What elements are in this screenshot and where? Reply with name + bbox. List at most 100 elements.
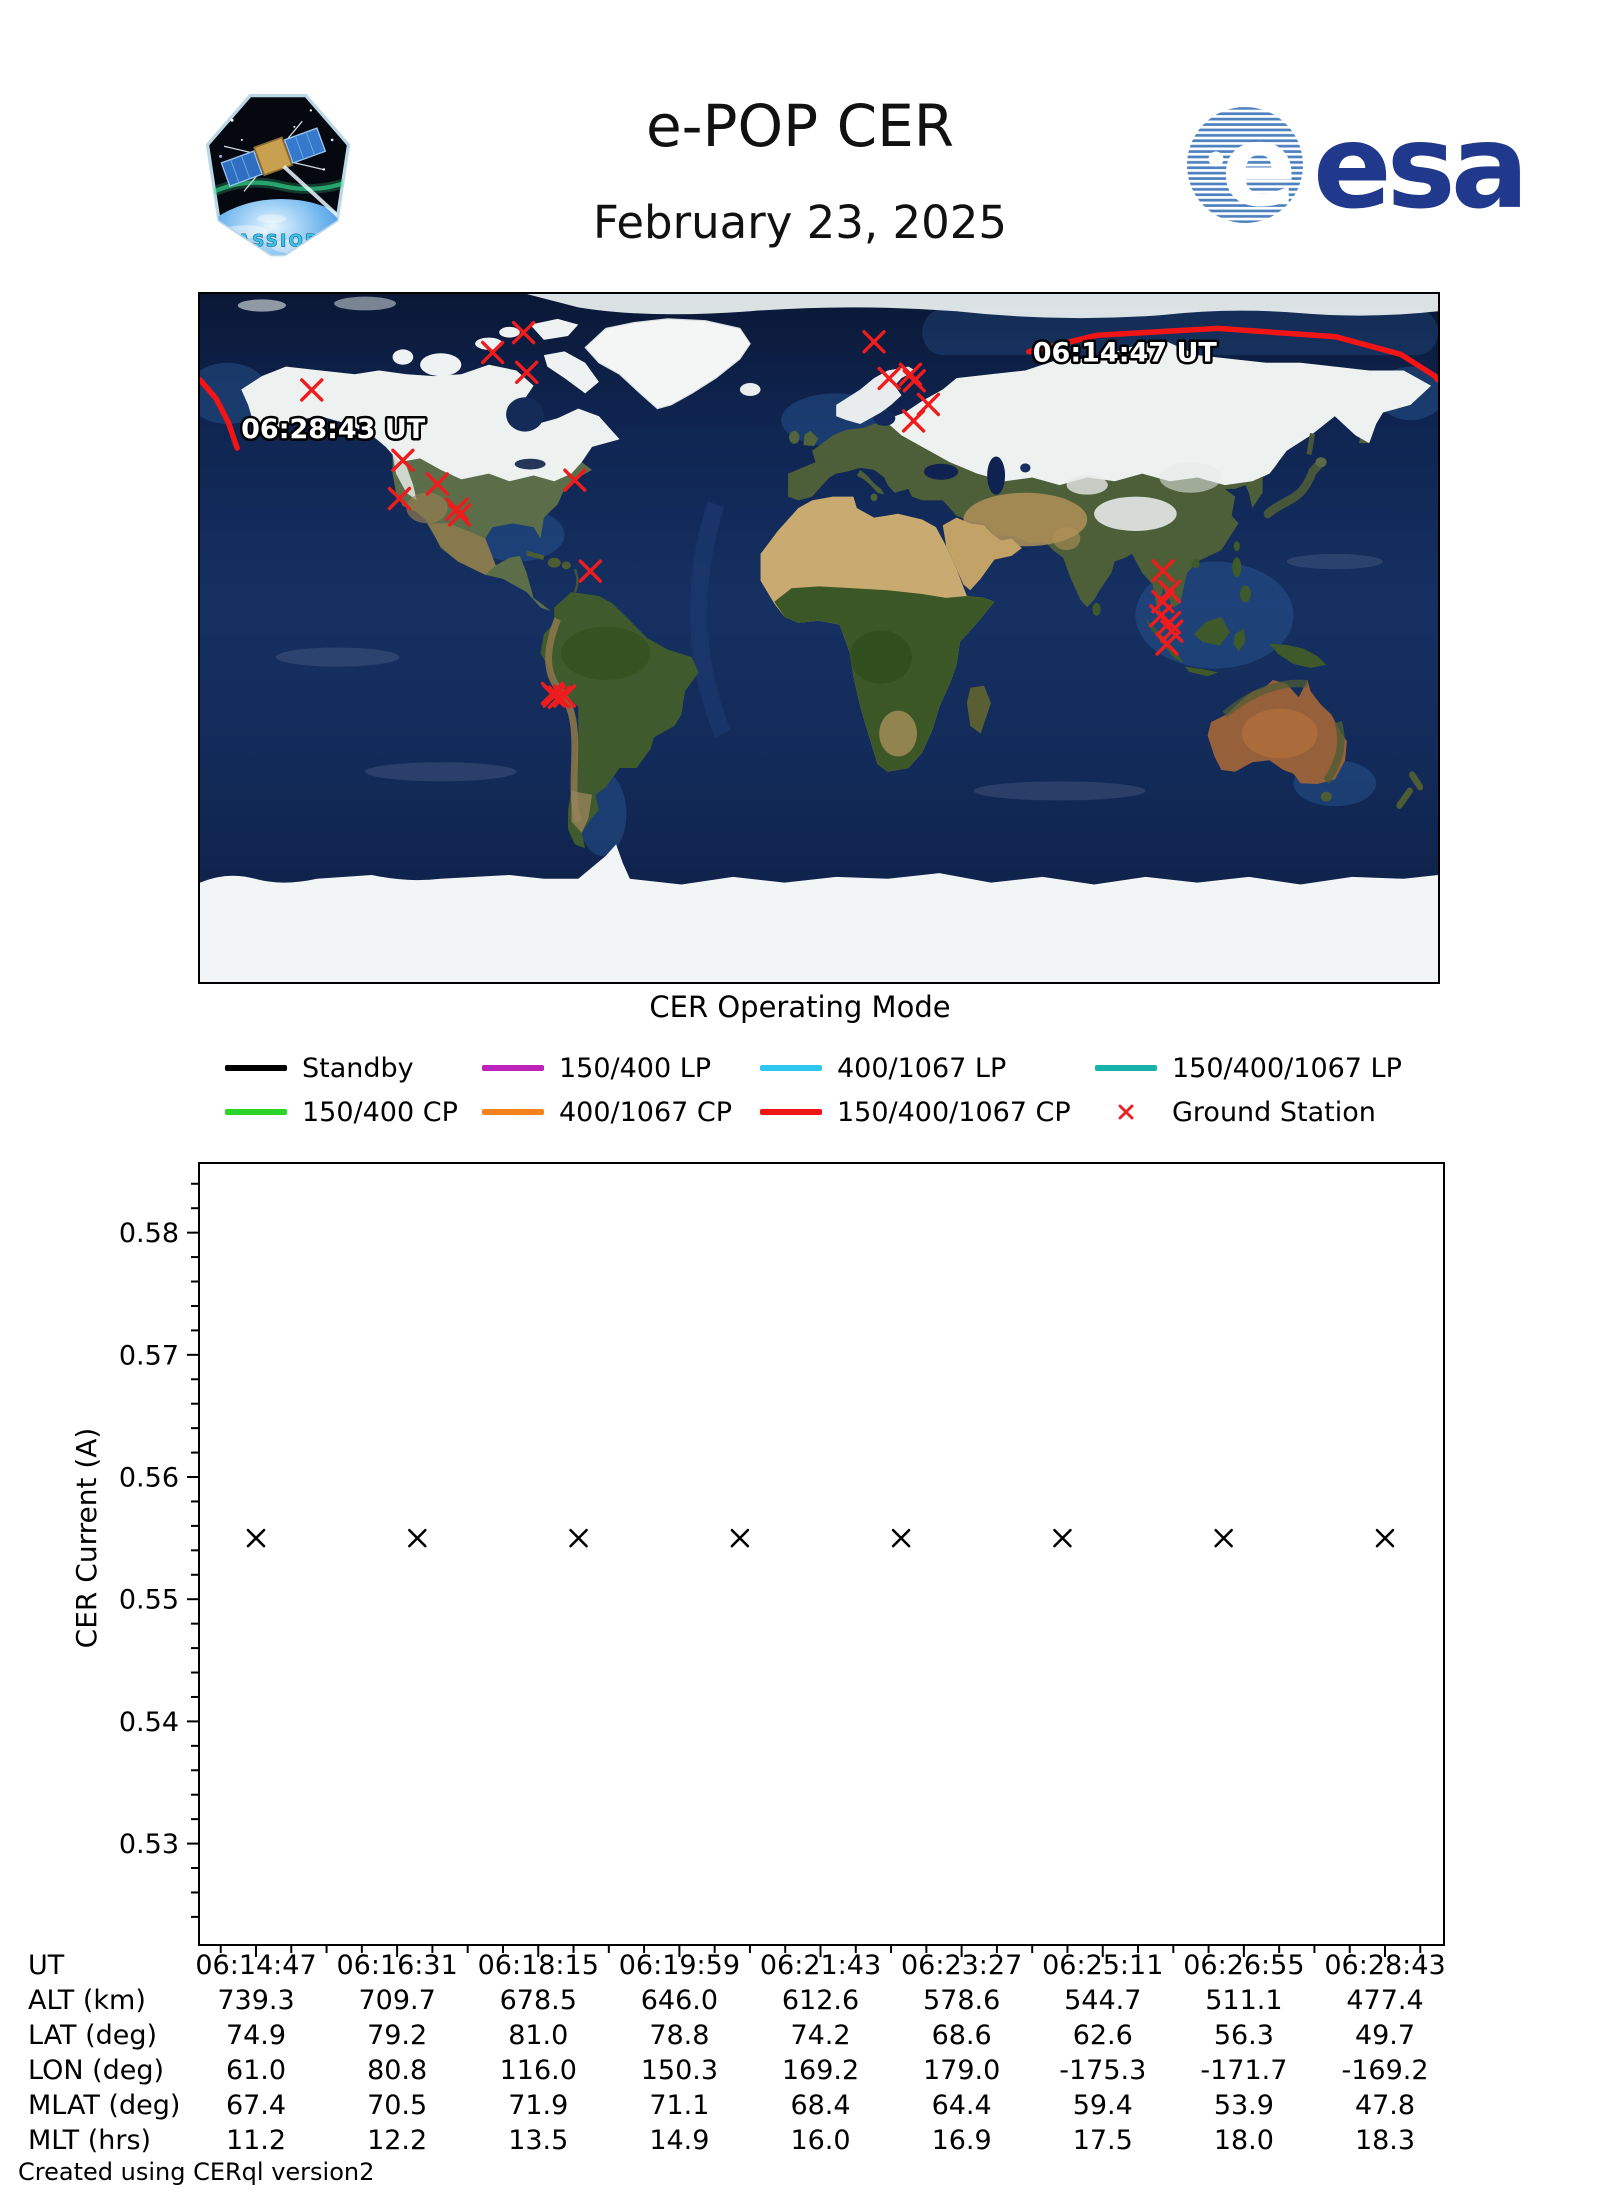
table-cell: 68.6 xyxy=(931,2020,992,2051)
great-lakes xyxy=(514,458,546,470)
table-cell: 78.8 xyxy=(649,2020,710,2051)
legend-item-label: 400/1067 CP xyxy=(559,1096,733,1128)
table-cell: 53.9 xyxy=(1213,2090,1274,2121)
table-cell: 179.0 xyxy=(922,2055,1001,2086)
cassiope-mission-patch: CASSIOPE xyxy=(205,94,351,257)
himalaya-snow xyxy=(1094,496,1177,531)
scandinavia xyxy=(836,366,916,424)
table-cell: 16.0 xyxy=(790,2125,851,2156)
table-cell: 70.5 xyxy=(367,2090,428,2121)
ground-station-marker xyxy=(1157,611,1182,635)
y-tick-label: 0.57 xyxy=(119,1340,179,1371)
data-point-marker xyxy=(408,1528,427,1548)
legend-line-swatch xyxy=(482,1065,544,1071)
ground-station-marker xyxy=(300,378,324,402)
legend-item-label: Standby xyxy=(302,1052,414,1084)
table-cell: 61.0 xyxy=(225,2055,287,2086)
table-cell: 14.9 xyxy=(649,2125,710,2156)
table-row-label: UT xyxy=(28,1950,65,1981)
ground-station-marker xyxy=(514,360,539,385)
trajectory-time-label-start: 06:14:47 UT xyxy=(1033,338,1218,369)
x-tick-label: 06:28:43 xyxy=(1324,1950,1446,1981)
ground-station-marker xyxy=(578,559,603,583)
patch-satellite xyxy=(220,120,343,221)
patch-beam xyxy=(282,164,343,221)
table-row-label: LON (deg) xyxy=(28,2055,165,2086)
table-row-label: MLT (hrs) xyxy=(28,2125,152,2156)
table-cell: 612.6 xyxy=(781,1985,860,2016)
legend-item-standby: Standby xyxy=(225,1052,414,1084)
esa-emblem-dot xyxy=(1208,151,1224,167)
ground-station-marker xyxy=(447,503,472,527)
legend-item-label: 150/400/1067 LP xyxy=(1172,1052,1402,1084)
cer-current-chart: CER Current (A) 0.53 0.54 0.55 0.56 0.57 0.58 xyxy=(70,1162,1445,1957)
table-cell: 739.3 xyxy=(217,1985,295,2016)
ground-station-marker xyxy=(901,409,926,433)
legend-x-marker-icon xyxy=(1118,1104,1134,1120)
legend-item-150-400-lp: 150/400 LP xyxy=(482,1052,712,1084)
antarctica xyxy=(200,844,1438,982)
baltic-sea xyxy=(873,410,896,426)
tasmania xyxy=(1320,791,1332,802)
ground-station-marker xyxy=(563,468,587,492)
clouds xyxy=(275,553,1383,801)
britain xyxy=(803,430,819,447)
table-cell: 81.0 xyxy=(508,2020,569,2051)
table-row-label: LAT (deg) xyxy=(28,2020,158,2051)
mexico xyxy=(426,523,496,575)
legend-item-400-1067-cp: 400/1067 CP xyxy=(482,1096,733,1128)
caspian-sea xyxy=(987,456,1006,495)
table-cell: -169.2 xyxy=(1341,2055,1429,2086)
world-map-image xyxy=(200,294,1438,982)
hudson-bay xyxy=(506,397,544,432)
table-cell: 169.2 xyxy=(781,2055,860,2086)
legend-item-400-1067-lp: 400/1067 LP xyxy=(760,1053,1006,1084)
table-cell: 511.1 xyxy=(1205,1985,1283,2016)
legend-item-150-400-1067-cp: 150/400/1067 CP xyxy=(760,1097,1071,1128)
table-cell: 11.2 xyxy=(225,2125,287,2156)
esa-emblem-globe xyxy=(1187,107,1303,223)
siberia-snow xyxy=(884,339,1432,486)
table-cell: 709.7 xyxy=(358,1985,436,2016)
madagascar xyxy=(966,685,991,734)
ground-station-marker xyxy=(877,366,901,391)
ground-station-marker xyxy=(480,340,505,365)
table-cell: 18.3 xyxy=(1354,2125,1416,2156)
x-tick-label: 06:25:11 xyxy=(1042,1950,1164,1981)
table-cell: 578.6 xyxy=(922,1985,1001,2016)
y-tick-label: 0.53 xyxy=(119,1829,179,1860)
iceland xyxy=(739,383,761,397)
caribbean-islands xyxy=(526,550,579,593)
map-overlay: 06:14:47 UT 06:28:43 UT xyxy=(200,320,1438,709)
data-point-marker xyxy=(730,1528,750,1548)
x-tick-label: 06:16:31 xyxy=(336,1950,458,1981)
footer-credit: Created using CERql version2 xyxy=(18,2158,375,2186)
legend-item-label: 150/400 LP xyxy=(559,1052,712,1084)
new-zealand xyxy=(1396,771,1424,809)
legend-line-swatch xyxy=(760,1065,822,1071)
table-cell: 477.4 xyxy=(1346,1985,1424,2016)
table-cell: 80.8 xyxy=(367,2055,428,2086)
x-tick-label: 06:26:55 xyxy=(1183,1950,1305,1981)
world-map: 06:14:47 UT 06:28:43 UT xyxy=(198,292,1440,984)
legend-item-150-400-1067-lp: 150/400/1067 LP xyxy=(1095,1052,1402,1084)
canadian-arctic-islands xyxy=(392,318,599,394)
ground-station-marker xyxy=(391,448,415,472)
black-sea xyxy=(923,463,959,480)
legend-item-label: Ground Station xyxy=(1172,1096,1376,1128)
x-tick-label: 06:18:15 xyxy=(477,1950,599,1981)
ground-station-marker xyxy=(862,330,886,354)
japan xyxy=(1263,459,1324,519)
table-cell: 12.2 xyxy=(367,2125,428,2156)
ground-station-marker xyxy=(1155,632,1179,656)
table-cell: 79.2 xyxy=(367,2020,428,2051)
legend-line-swatch xyxy=(482,1109,544,1115)
table-cell: 64.4 xyxy=(931,2090,992,2121)
legend-item-ground-station: Ground Station xyxy=(1095,1096,1376,1128)
data-point-marker xyxy=(1214,1528,1233,1548)
greenland xyxy=(584,318,751,410)
legend-line-swatch xyxy=(225,1109,287,1115)
page-date: February 23, 2025 xyxy=(592,196,1008,249)
y-axis-label: CER Current (A) xyxy=(70,1428,103,1649)
andes xyxy=(545,617,582,823)
